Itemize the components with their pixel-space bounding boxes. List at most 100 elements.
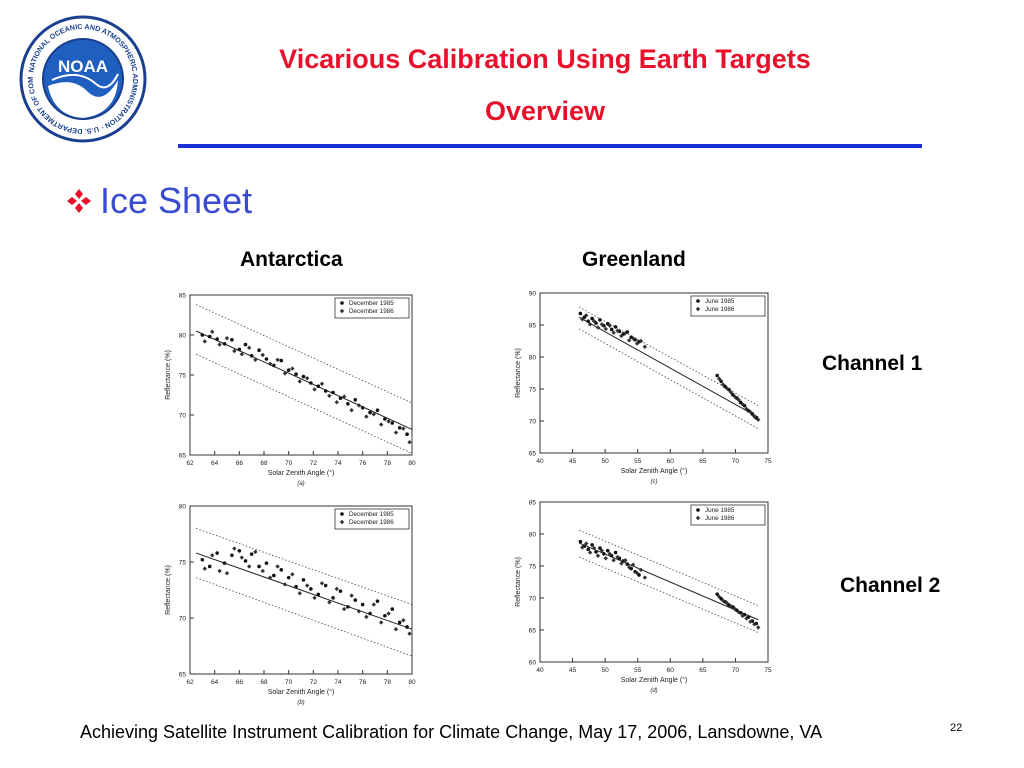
data-point [623, 558, 628, 563]
data-point [286, 575, 291, 580]
data-point [253, 549, 258, 555]
data-point [232, 348, 237, 354]
data-point [611, 330, 616, 335]
data-point [383, 613, 387, 618]
data-point [327, 393, 332, 398]
x-tick-label: 76 [359, 679, 367, 686]
data-point [312, 595, 317, 601]
data-point [257, 348, 261, 352]
y-tick-label: 75 [529, 387, 537, 394]
data-point [200, 557, 205, 562]
legend-label: June 1985 [705, 507, 735, 514]
chart-greenland-channel-1: 40 45 50 55 60 65 70 75 65 70 75 80 85 90 Solar Zenith… [500, 285, 780, 500]
band-lower-line [578, 328, 759, 430]
data-point [222, 342, 227, 346]
data-point [249, 552, 254, 556]
data-point [732, 606, 737, 612]
data-point [627, 338, 632, 343]
legend-marker [696, 508, 700, 512]
data-point [371, 602, 376, 607]
data-point [611, 558, 616, 563]
legend-label: June 1986 [705, 306, 735, 313]
y-tick-label: 70 [179, 413, 187, 420]
data-point [405, 432, 409, 436]
data-point [613, 325, 618, 329]
x-tick-label: 40 [536, 667, 544, 674]
data-point [578, 311, 583, 316]
x-axis-label: Solar Zenith Angle (°) [621, 467, 688, 475]
data-point [282, 582, 288, 587]
figure-caption: (b) [297, 700, 304, 706]
data-point [286, 368, 291, 372]
data-point [297, 379, 302, 384]
plot-frame [539, 292, 769, 454]
data-point [294, 584, 298, 589]
y-tick-label: 70 [179, 616, 187, 623]
data-point [202, 339, 207, 344]
data-point [249, 354, 254, 358]
data-point [401, 618, 406, 623]
data-point [594, 550, 598, 554]
legend-label: December 1985 [349, 300, 394, 307]
data-point [279, 358, 284, 363]
data-point [301, 374, 306, 379]
column-label-greenland: Greenland [582, 248, 686, 271]
y-tick-label: 65 [529, 451, 537, 458]
data-point [634, 570, 640, 576]
x-tick-label: 65 [699, 458, 707, 465]
data-point [338, 589, 343, 593]
data-point [272, 573, 276, 578]
data-point [590, 543, 594, 547]
data-point [375, 599, 380, 603]
legend-box [334, 508, 410, 530]
y-tick-label: 80 [529, 355, 537, 362]
data-point [378, 422, 384, 427]
x-tick-label: 60 [667, 667, 675, 674]
data-point [346, 605, 350, 609]
x-tick-label: 72 [310, 679, 318, 686]
y-tick-label: 75 [179, 373, 187, 380]
data-point [237, 347, 242, 352]
data-point [323, 389, 328, 393]
x-tick-label: 50 [602, 458, 610, 465]
data-point [390, 607, 395, 611]
data-point [371, 412, 376, 417]
data-point [309, 381, 313, 385]
x-tick-label: 78 [384, 460, 392, 467]
legend-marker [340, 512, 344, 516]
data-point [331, 390, 335, 395]
data-point [609, 327, 614, 332]
data-point [210, 329, 215, 334]
data-point [353, 598, 358, 602]
y-axis-label: Reflectance (%) [515, 557, 522, 607]
data-point [215, 337, 219, 341]
legend-marker [339, 519, 345, 525]
x-tick-label: 55 [634, 667, 642, 674]
legend-box [690, 295, 766, 317]
channel-2-label: Channel 2 [840, 574, 941, 597]
data-point [200, 333, 205, 337]
data-point [349, 408, 354, 413]
x-tick-label: 64 [211, 460, 219, 467]
data-point [243, 559, 248, 563]
y-tick-label: 80 [179, 333, 187, 340]
data-point [356, 609, 362, 614]
y-tick-label: 65 [179, 672, 187, 679]
x-tick-label: 72 [310, 460, 318, 467]
data-point [282, 371, 288, 376]
x-tick-label: 60 [667, 458, 675, 465]
y-axis-label: Reflectance (%) [165, 565, 172, 615]
data-point [222, 561, 227, 565]
data-point [319, 581, 325, 586]
x-tick-label: 65 [699, 667, 707, 674]
legend-label: December 1986 [349, 519, 394, 526]
data-point [405, 625, 409, 629]
data-point [301, 578, 306, 582]
fit-line [196, 552, 413, 630]
data-point [230, 338, 234, 342]
data-point [752, 622, 757, 627]
slide-subtitle: Overview [484, 96, 606, 126]
column-label-antarctica: Antarctica [240, 248, 343, 271]
data-point [346, 402, 350, 406]
data-point [323, 583, 328, 588]
